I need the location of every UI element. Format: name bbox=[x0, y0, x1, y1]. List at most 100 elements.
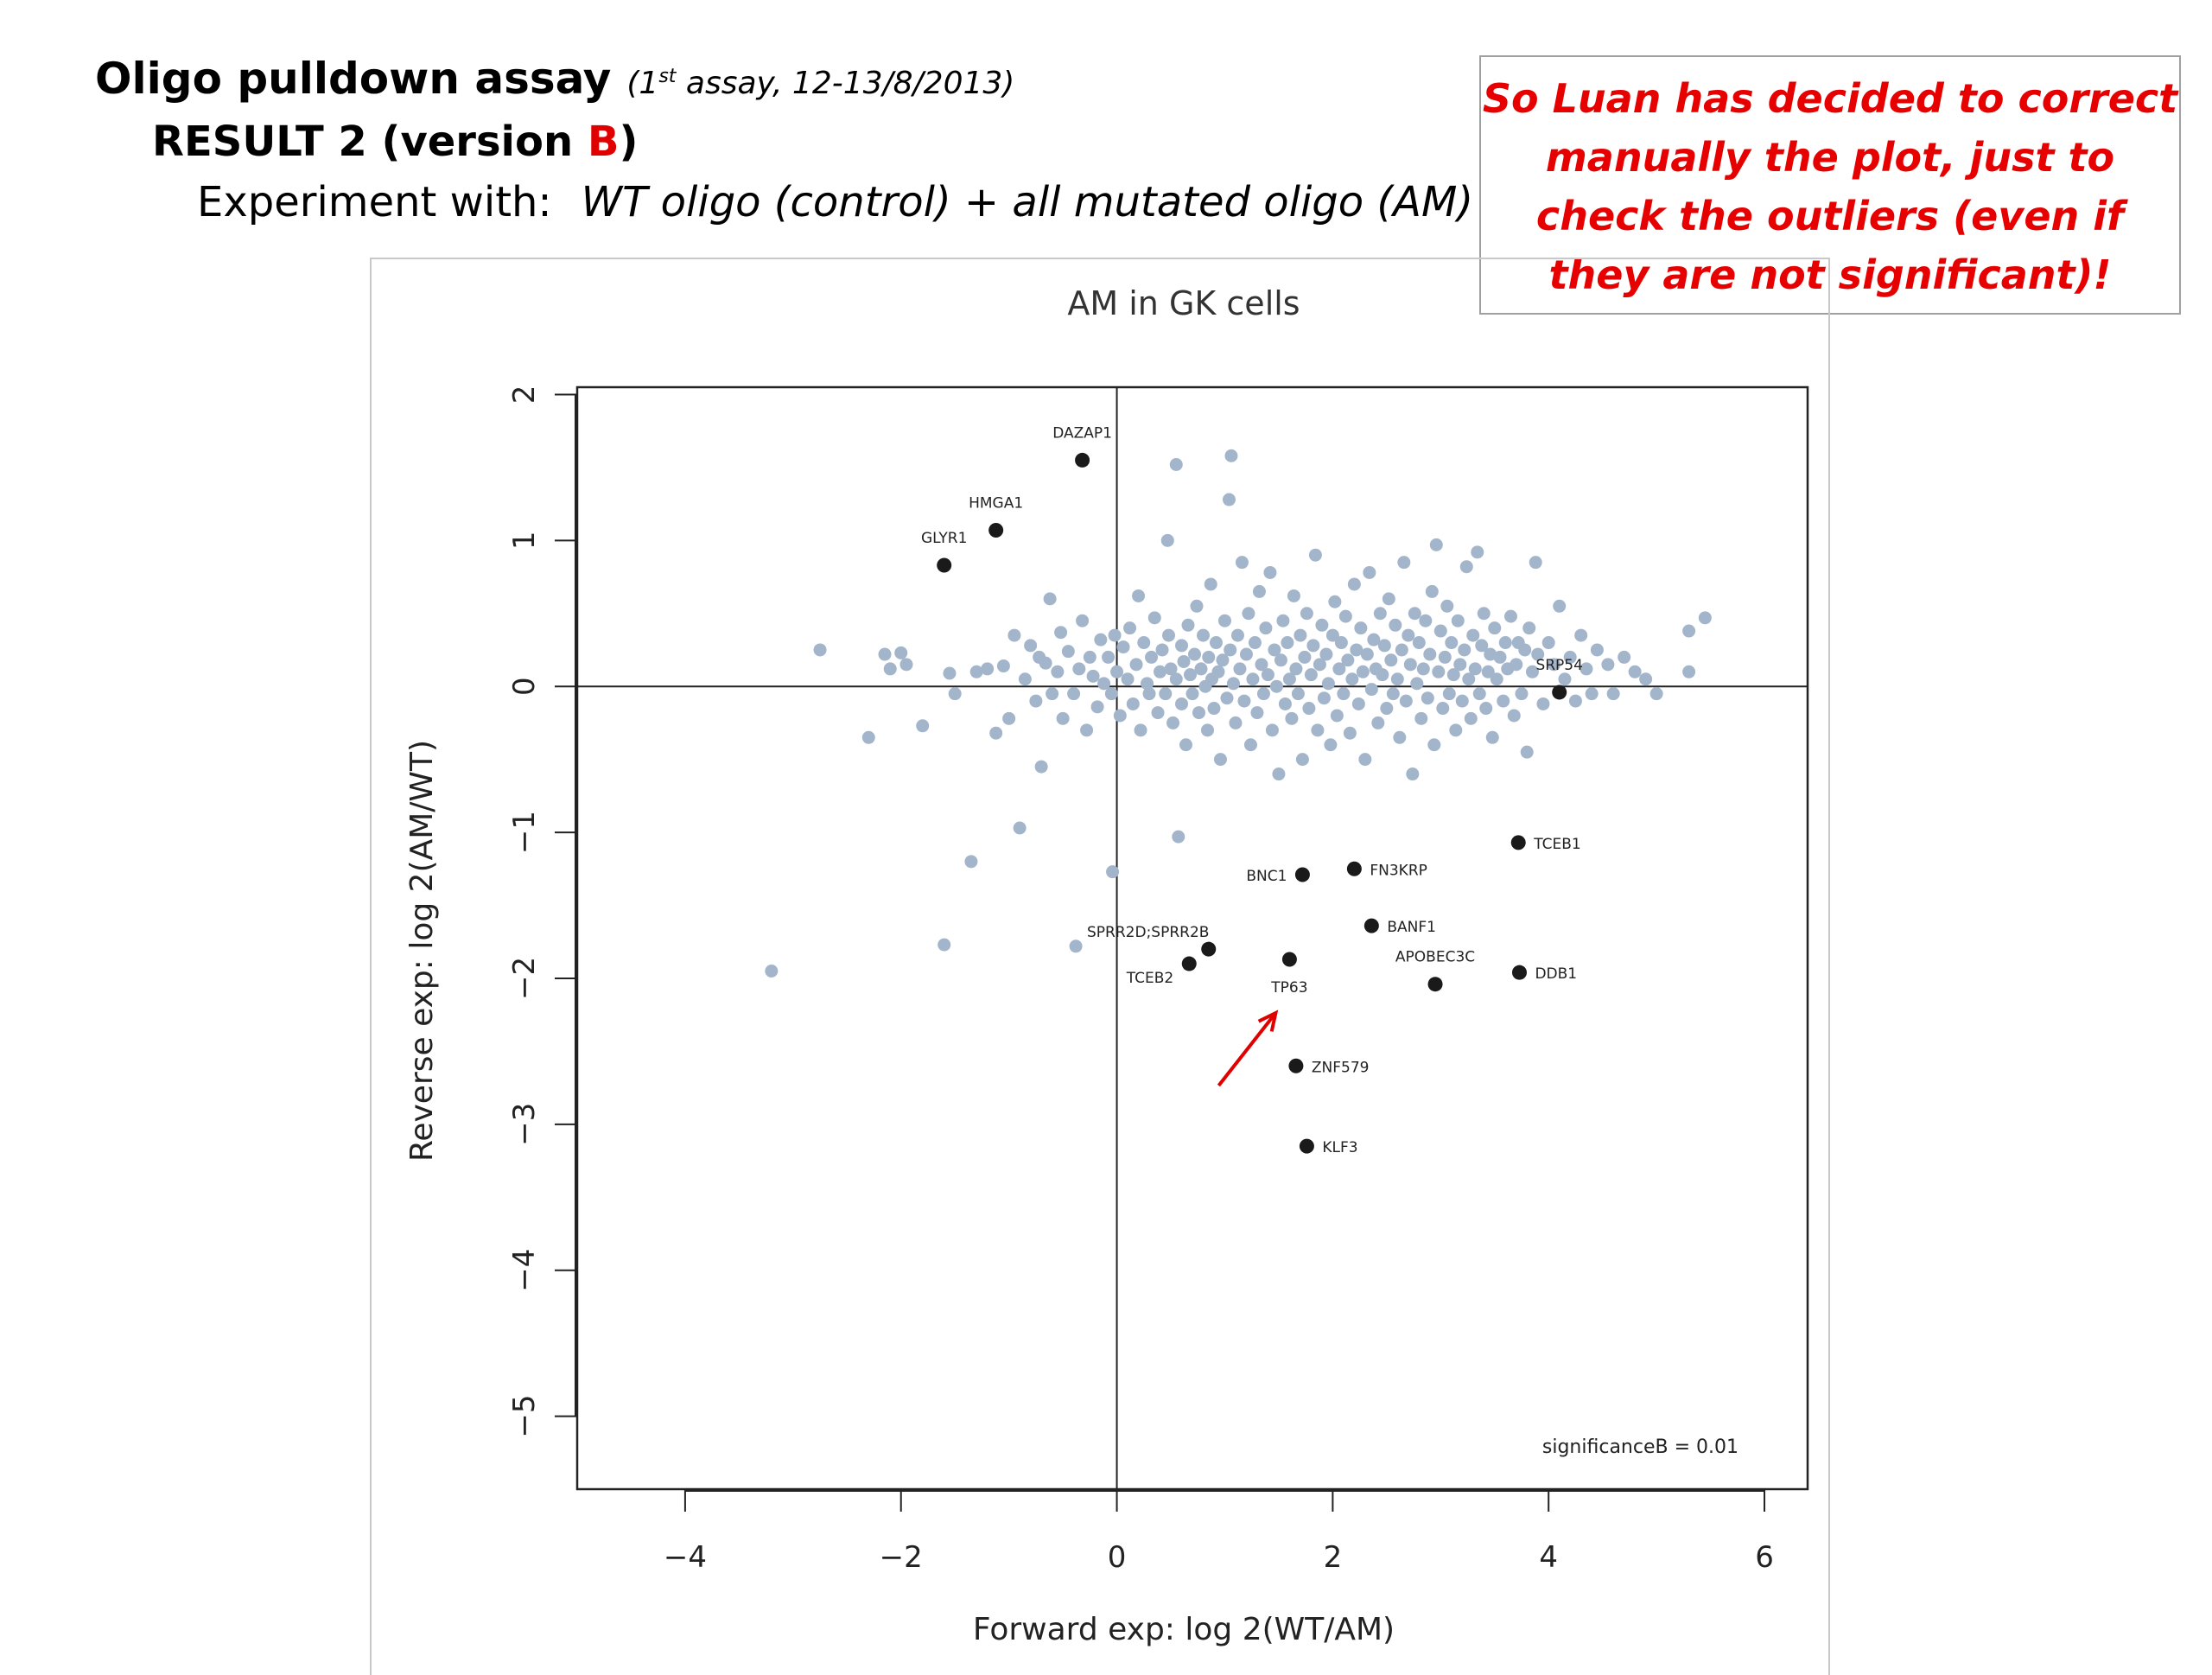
background-point bbox=[1056, 711, 1070, 725]
background-point bbox=[883, 662, 897, 676]
background-point bbox=[1252, 584, 1266, 598]
background-point bbox=[1525, 665, 1539, 678]
background-point bbox=[1129, 658, 1143, 672]
background-point bbox=[1345, 672, 1359, 686]
arrow-head bbox=[1257, 1009, 1279, 1032]
background-point bbox=[1295, 753, 1309, 767]
y-tick-label: −5 bbox=[507, 1395, 542, 1438]
background-point bbox=[1484, 647, 1497, 661]
background-point bbox=[1547, 658, 1560, 672]
background-point bbox=[1134, 723, 1147, 737]
background-point bbox=[1229, 716, 1243, 729]
significance-annotation: significanceB = 0.01 bbox=[1542, 1436, 1738, 1458]
background-point bbox=[1639, 672, 1653, 686]
background-point bbox=[1402, 628, 1415, 642]
background-point bbox=[1196, 628, 1210, 642]
point-label: BNC1 bbox=[1246, 868, 1287, 885]
background-point bbox=[1179, 738, 1193, 752]
background-point bbox=[1442, 687, 1456, 701]
x-tick-label: 4 bbox=[1539, 1540, 1558, 1575]
background-point bbox=[1380, 702, 1394, 716]
background-point bbox=[943, 666, 957, 680]
background-point bbox=[1471, 545, 1484, 559]
background-point bbox=[1518, 643, 1532, 657]
result-version: B bbox=[587, 118, 620, 166]
background-point bbox=[1169, 672, 1183, 686]
background-point bbox=[1481, 665, 1495, 678]
y-tick-label: −2 bbox=[507, 957, 542, 1000]
background-point bbox=[1618, 650, 1631, 664]
background-point bbox=[1568, 694, 1582, 708]
background-point bbox=[1403, 658, 1417, 672]
background-point bbox=[1536, 697, 1550, 710]
background-point bbox=[1123, 621, 1137, 635]
background-point bbox=[1243, 738, 1257, 752]
significant-point bbox=[1427, 977, 1443, 992]
background-point bbox=[1261, 668, 1274, 682]
background-point bbox=[1175, 639, 1189, 653]
y-tick-label: 2 bbox=[507, 385, 542, 404]
background-point bbox=[1289, 662, 1303, 676]
background-point bbox=[1328, 595, 1342, 608]
background-point bbox=[1268, 643, 1281, 657]
background-point bbox=[1304, 668, 1318, 682]
significant-point bbox=[1510, 835, 1526, 850]
background-point bbox=[1192, 706, 1205, 720]
background-point bbox=[1410, 677, 1424, 691]
background-point bbox=[1462, 672, 1476, 686]
background-point bbox=[813, 643, 827, 657]
background-point bbox=[1121, 672, 1135, 686]
background-point bbox=[1384, 653, 1398, 667]
background-point bbox=[1294, 628, 1307, 642]
background-point bbox=[1488, 621, 1502, 635]
significant-point bbox=[1363, 918, 1379, 933]
background-point bbox=[1390, 672, 1404, 686]
background-point bbox=[1449, 723, 1463, 737]
background-point bbox=[1151, 706, 1165, 720]
background-point bbox=[1106, 865, 1120, 879]
background-point bbox=[1067, 687, 1081, 701]
background-point bbox=[1230, 628, 1244, 642]
background-point bbox=[1338, 609, 1352, 623]
background-point bbox=[1451, 614, 1465, 627]
background-point bbox=[1472, 687, 1486, 701]
background-point bbox=[1408, 607, 1421, 621]
background-point bbox=[1317, 691, 1331, 705]
background-point bbox=[1414, 711, 1428, 725]
background-point bbox=[1466, 628, 1480, 642]
point-label: TCEB1 bbox=[1533, 836, 1580, 853]
background-point bbox=[1503, 609, 1517, 623]
background-point bbox=[1259, 621, 1273, 635]
background-point bbox=[861, 730, 875, 744]
background-point bbox=[1246, 672, 1260, 686]
background-point bbox=[1367, 633, 1381, 646]
background-point bbox=[1529, 556, 1542, 570]
background-point bbox=[1429, 538, 1443, 551]
background-point bbox=[1698, 611, 1712, 625]
significant-point bbox=[1201, 941, 1217, 957]
background-point bbox=[1397, 556, 1411, 570]
point-label: ZNF579 bbox=[1312, 1059, 1370, 1076]
background-point bbox=[1332, 662, 1346, 676]
background-point bbox=[1416, 662, 1430, 676]
significant-point bbox=[1294, 867, 1310, 882]
point-label: HMGA1 bbox=[969, 494, 1023, 512]
background-point bbox=[1412, 636, 1426, 650]
background-point bbox=[1043, 592, 1057, 606]
background-point bbox=[1285, 711, 1299, 725]
background-point bbox=[1682, 624, 1696, 638]
background-point bbox=[916, 719, 930, 733]
background-point bbox=[1325, 628, 1339, 642]
background-point bbox=[1076, 614, 1090, 627]
background-point bbox=[1360, 647, 1374, 661]
background-point bbox=[1154, 665, 1167, 678]
background-point bbox=[1382, 592, 1395, 606]
point-label: KLF3 bbox=[1322, 1139, 1357, 1156]
point-label: SRP54 bbox=[1535, 657, 1583, 674]
significant-point bbox=[1552, 685, 1567, 700]
background-point bbox=[1211, 665, 1225, 678]
background-point bbox=[1358, 753, 1372, 767]
background-point bbox=[1315, 618, 1329, 632]
background-point bbox=[1520, 745, 1534, 759]
background-point bbox=[1347, 577, 1361, 591]
